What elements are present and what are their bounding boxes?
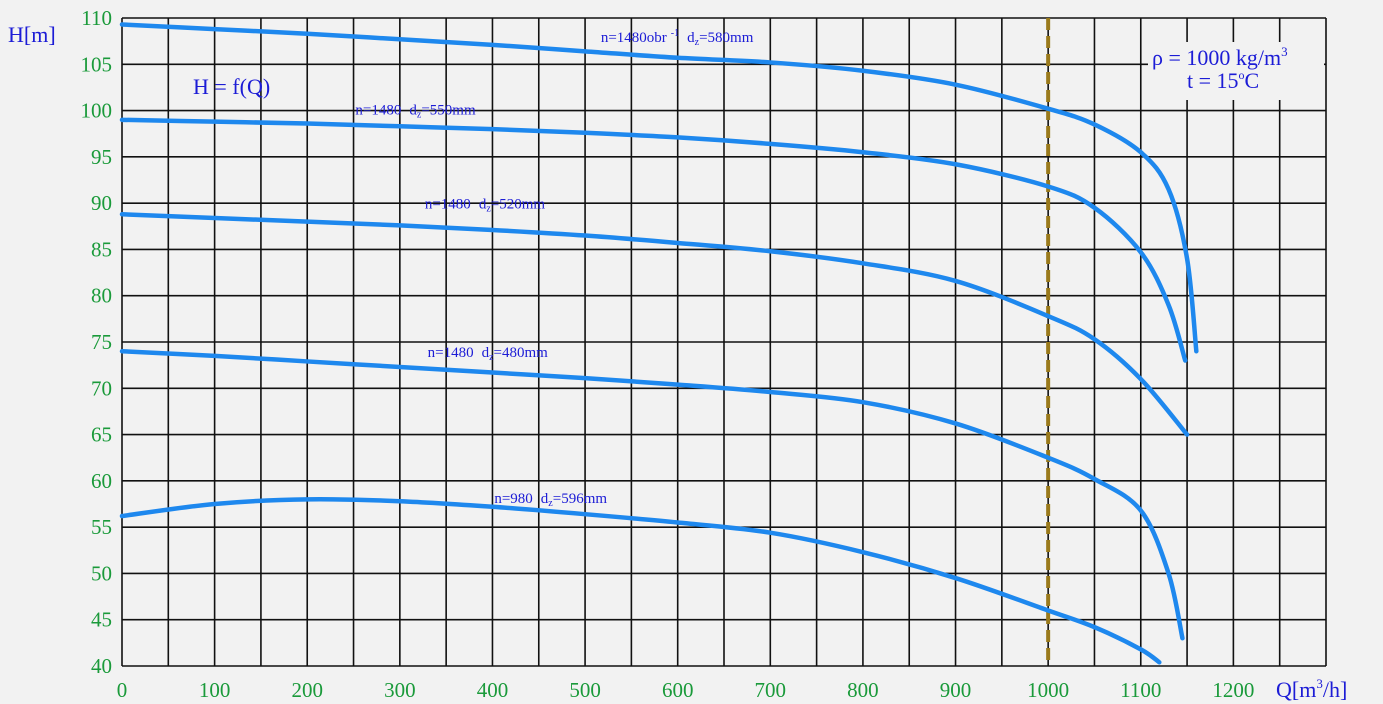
curve-label-5: n=980 dz=596mm [494,491,607,509]
y-tick-label: 50 [91,561,112,585]
y-tick-label: 95 [91,145,112,169]
curve-label-speed: n=1480 [428,345,474,361]
x-tick-label: 700 [755,678,787,702]
x-axis-label-sup: 3 [1316,676,1323,691]
curve-label-4: n=1480 dz=480mm [428,345,549,363]
y-tick-label: 75 [91,330,112,354]
x-tick-label: 1000 [1027,678,1069,702]
y-tick-label: 65 [91,423,112,447]
curve-label-d: d [479,197,487,213]
y-tick-label: 80 [91,284,112,308]
x-tick-label: 600 [662,678,694,702]
y-tick-label: 110 [81,6,112,30]
curve-label-sub: z [548,498,553,509]
curve-label-diameter: =480mm [494,345,549,361]
curve-label-d: d [409,102,417,118]
x-tick-label: 100 [199,678,231,702]
y-tick-label: 90 [91,191,112,215]
density-text: ρ = 1000 kg/m [1152,45,1281,70]
curve-label-diameter: =596mm [553,491,608,507]
y-tick-label: 55 [91,515,112,539]
function-annotation: H = f(Q) [193,74,270,99]
y-tick-label: 100 [81,99,113,123]
curve-label-sub: z [417,109,422,120]
density-sup: 3 [1281,44,1288,59]
density-annotation: ρ = 1000 kg/m3 [1152,44,1288,70]
curve-label-3: n=1480 dz=520mm [425,197,546,215]
curves [119,22,1199,665]
curve-label-d: d [687,30,695,46]
x-tick-label: 500 [569,678,601,702]
curve-label-speed: n=1480 [425,197,471,213]
y-tick-label: 85 [91,237,112,261]
curve-series-1 [119,22,1199,354]
x-tick-label: 300 [384,678,416,702]
curve-label-diameter: =520mm [491,197,546,213]
curve-series-3 [119,212,1190,437]
x-tick-label: 800 [847,678,879,702]
grid [121,17,1327,667]
x-tick-label: 900 [940,678,972,702]
temperature-text: t = 15 [1187,68,1239,93]
temperature-sup: o [1239,68,1245,82]
y-tick-label: 70 [91,376,112,400]
x-tick-label: 200 [291,678,323,702]
x-axis-label: Q[m3/h] [1276,676,1347,702]
x-axis-label-unit: /h] [1323,677,1347,702]
curve-label-sub: z [489,352,494,363]
y-tick-label: 40 [91,654,112,678]
curve-series-4 [119,349,1185,641]
curve-series-5 [119,497,1162,665]
curve-label-diameter: =580mm [699,30,754,46]
x-tick-label: 1200 [1212,678,1254,702]
curve-label-d: d [482,345,490,361]
curve-label-sub: z [695,37,700,48]
curve-label-diameter: =550mm [421,102,476,118]
temperature-annotation: t = 15oC [1187,68,1259,93]
curve-label-1: n=1480obr -1 dz=580mm [601,28,754,48]
curve-label-speed: n=980 [494,491,532,507]
conditions-annotation: ρ = 1000 kg/m3 t = 15oC [1148,42,1324,100]
x-tick-label: 0 [117,678,128,702]
y-tick-label: 45 [91,608,112,632]
curve-label-speed: n=1480 [355,102,401,118]
x-tick-label: 1100 [1120,678,1161,702]
y-tick-label: 105 [81,52,113,76]
curve-series-2 [119,117,1188,363]
x-tick-label: 400 [477,678,509,702]
curve-label-sub: z [486,204,491,215]
curve-label-speed: n=1480obr [601,30,667,46]
y-tick-label: 60 [91,469,112,493]
curve-label-d: d [541,491,549,507]
curve-label-sup: -1 [671,28,679,39]
curve-label-2: n=1480 dz=550mm [355,102,476,120]
temperature-unit: C [1245,68,1260,93]
y-axis-label: H[m] [8,22,56,47]
conditions-box [1148,42,1324,100]
x-axis-label-q: Q[m [1276,677,1316,702]
